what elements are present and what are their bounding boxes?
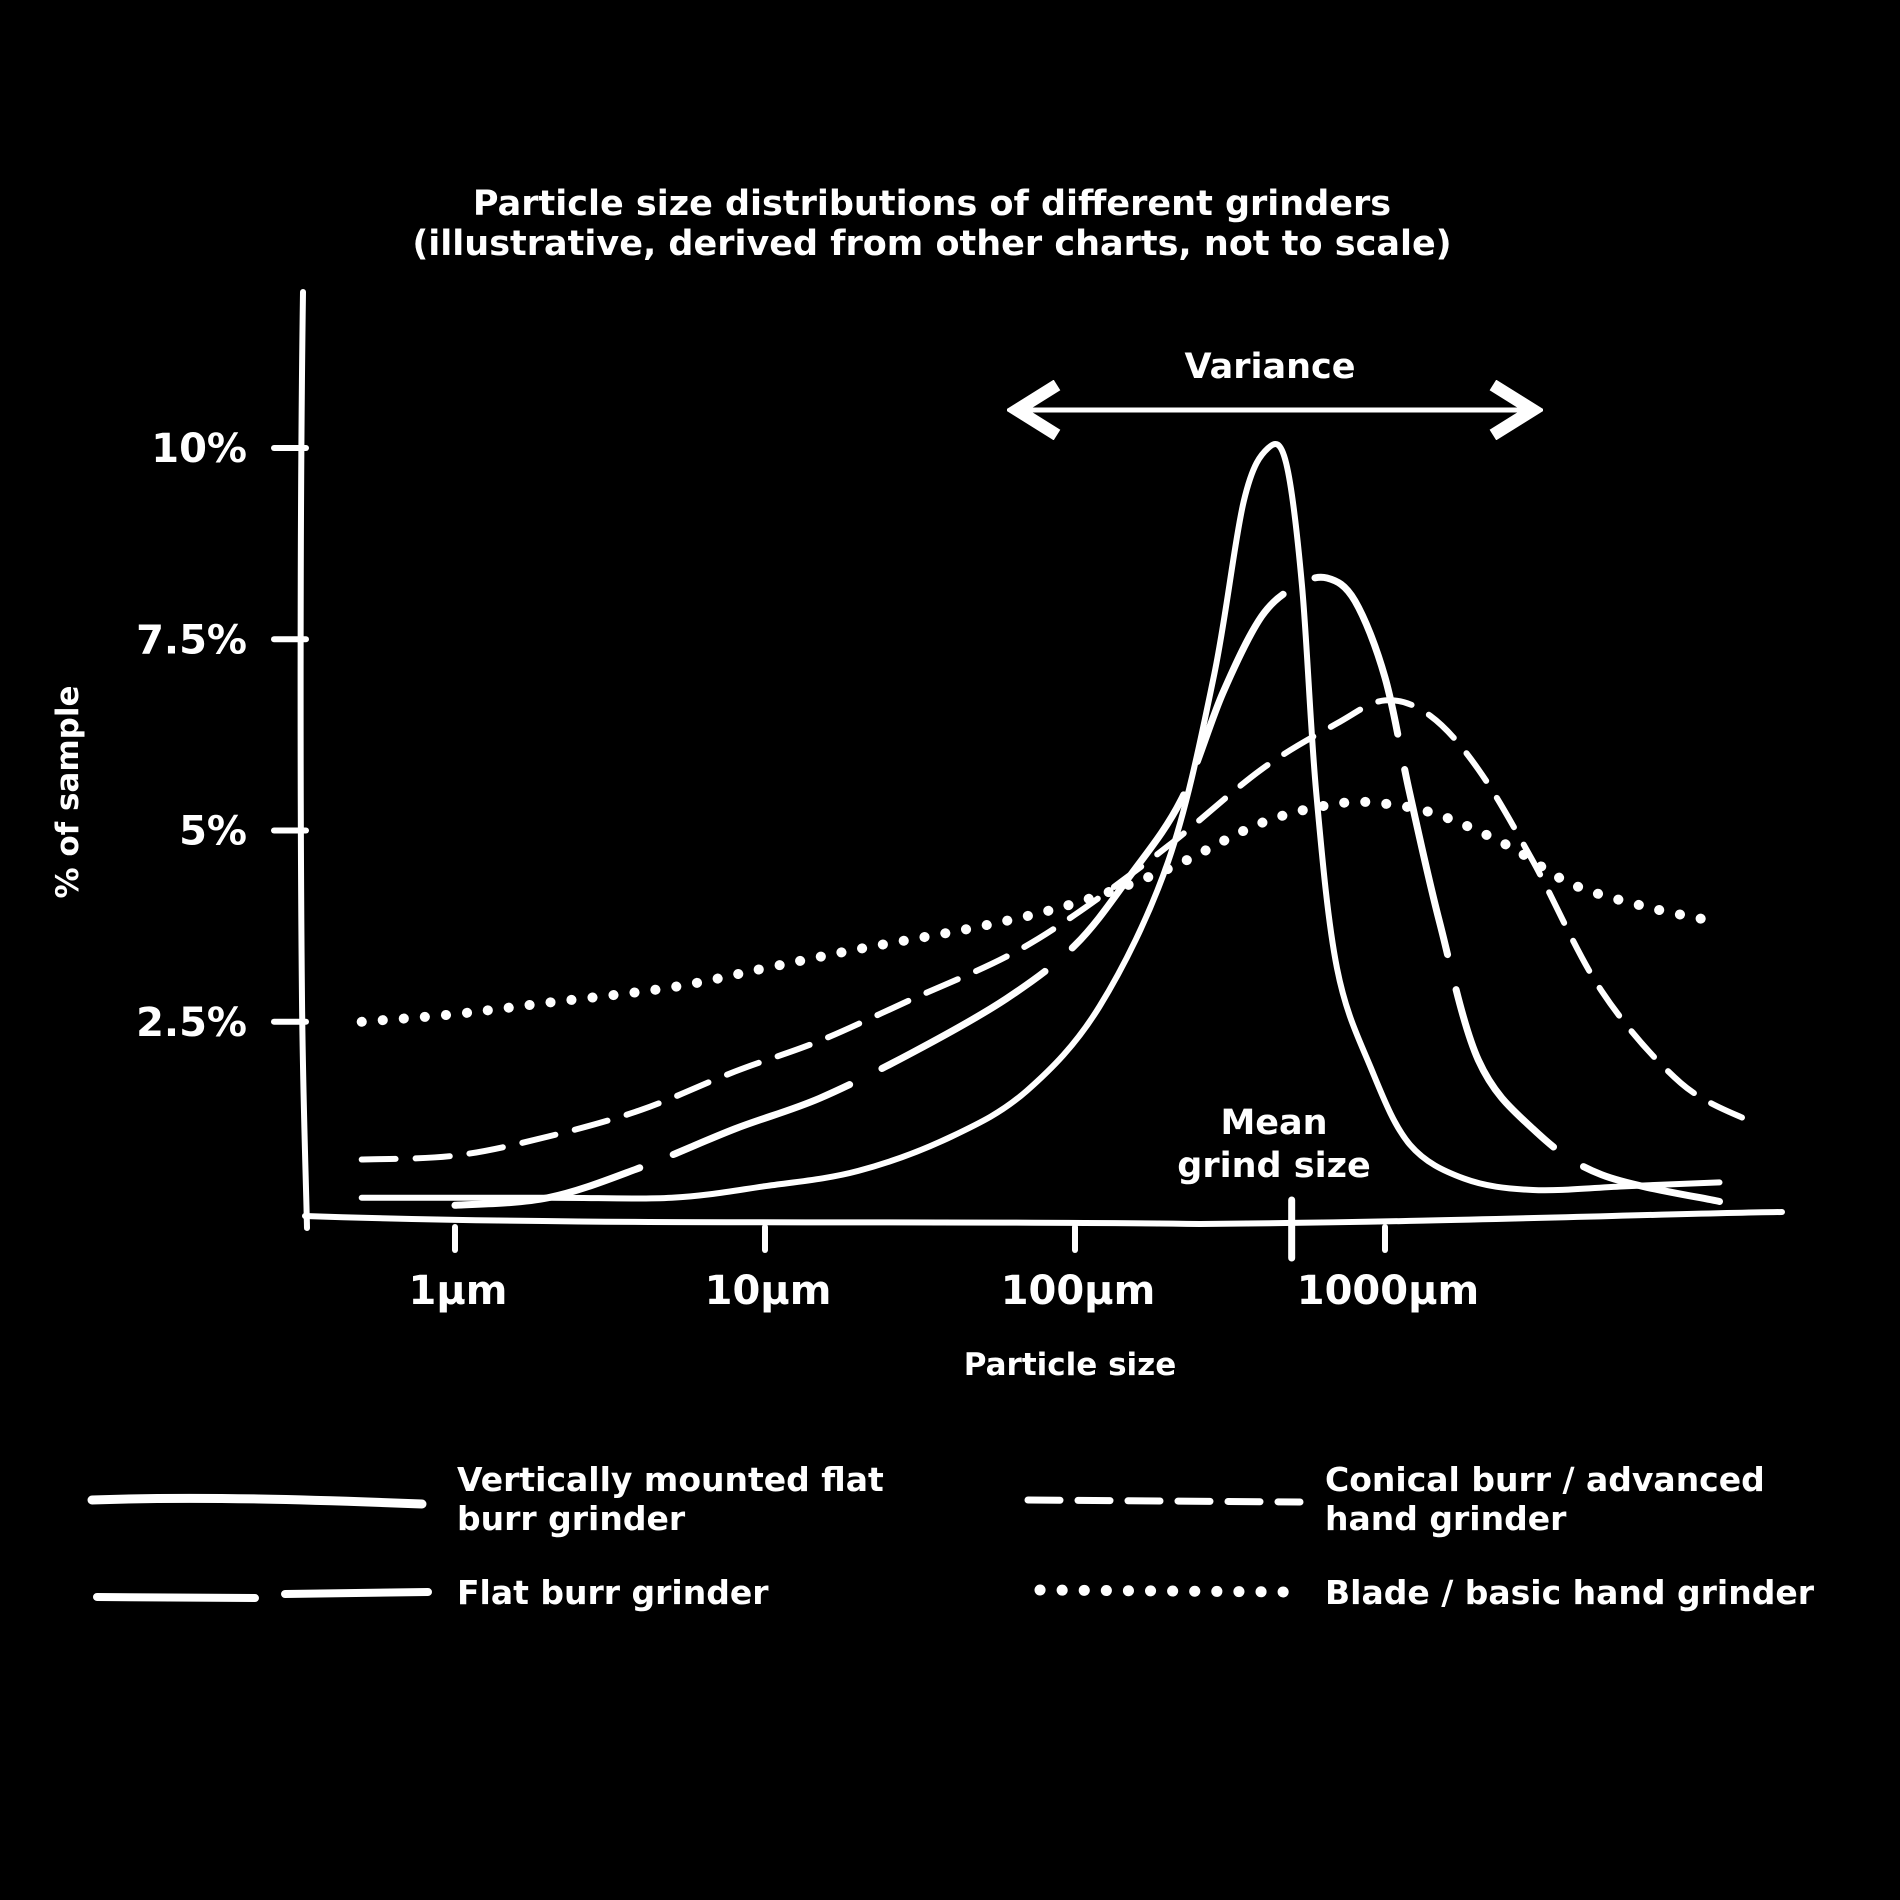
legend-item-conical-burr: Conical burr / advanced hand grinder bbox=[1024, 1460, 1765, 1538]
x-axis-label: Particle size bbox=[964, 1347, 1177, 1383]
legend-label: Vertically mounted flat bbox=[457, 1460, 884, 1499]
mean-label-line2: grind size bbox=[1177, 1146, 1370, 1186]
y-tick-label: 5% bbox=[179, 809, 247, 855]
legend-label: burr grinder bbox=[457, 1499, 686, 1538]
x-ticks: 1μm 10μm 100μm 1000μm bbox=[409, 1224, 1479, 1314]
legend-label: Blade / basic hand grinder bbox=[1325, 1573, 1815, 1612]
legend-swatch-dash bbox=[1024, 1496, 1304, 1506]
chart-title: Particle size distributions of different… bbox=[473, 184, 1391, 224]
series-line-conical-burr bbox=[358, 697, 1753, 1163]
legend-swatch-long-dash bbox=[93, 1593, 259, 1602]
y-tick-label: 2.5% bbox=[136, 1000, 247, 1046]
variance-annotation: Variance bbox=[1017, 347, 1533, 410]
x-tick-label: 10μm bbox=[705, 1268, 832, 1314]
series-layer bbox=[356, 441, 1753, 1209]
legend-label: Conical burr / advanced bbox=[1325, 1460, 1765, 1499]
series-line-vertical-flat-burr bbox=[358, 441, 1723, 1202]
legend-label: Flat burr grinder bbox=[457, 1573, 769, 1612]
legend-item-blade: Blade / basic hand grinder bbox=[1034, 1573, 1815, 1612]
y-axis-label: % of sample bbox=[50, 686, 86, 899]
series-line-blade bbox=[356, 796, 1725, 1027]
legend-label: hand grinder bbox=[1325, 1499, 1567, 1538]
variance-label: Variance bbox=[1184, 347, 1355, 387]
legend-item-vertical-flat-burr: Vertically mounted flat burr grinder bbox=[87, 1460, 884, 1538]
y-tick-label: 10% bbox=[151, 426, 247, 472]
x-axis bbox=[302, 1209, 1785, 1228]
y-tick-label: 7.5% bbox=[136, 617, 247, 663]
legend-swatch-long-dash bbox=[281, 1588, 432, 1598]
legend: Vertically mounted flat burr grinder Con… bbox=[87, 1460, 1815, 1612]
legend-swatch-dotted bbox=[1034, 1584, 1296, 1598]
chart-subtitle: (illustrative, derived from other charts… bbox=[412, 224, 1451, 264]
legend-swatch-solid bbox=[87, 1493, 427, 1509]
y-axis bbox=[297, 289, 310, 1231]
x-tick-label: 1μm bbox=[409, 1268, 508, 1314]
x-tick-label: 100μm bbox=[1001, 1268, 1156, 1314]
x-tick-label: 1000μm bbox=[1297, 1268, 1479, 1314]
y-ticks: 2.5% 5% 7.5% 10% bbox=[136, 426, 309, 1046]
y-axis-line bbox=[297, 289, 310, 1231]
series-line-flat-burr bbox=[451, 573, 1723, 1209]
mean-annotation: Mean grind size bbox=[1177, 1103, 1371, 1262]
mean-label-line1: Mean bbox=[1220, 1103, 1327, 1143]
legend-item-flat-burr: Flat burr grinder bbox=[93, 1573, 769, 1612]
x-axis-line bbox=[302, 1209, 1785, 1228]
